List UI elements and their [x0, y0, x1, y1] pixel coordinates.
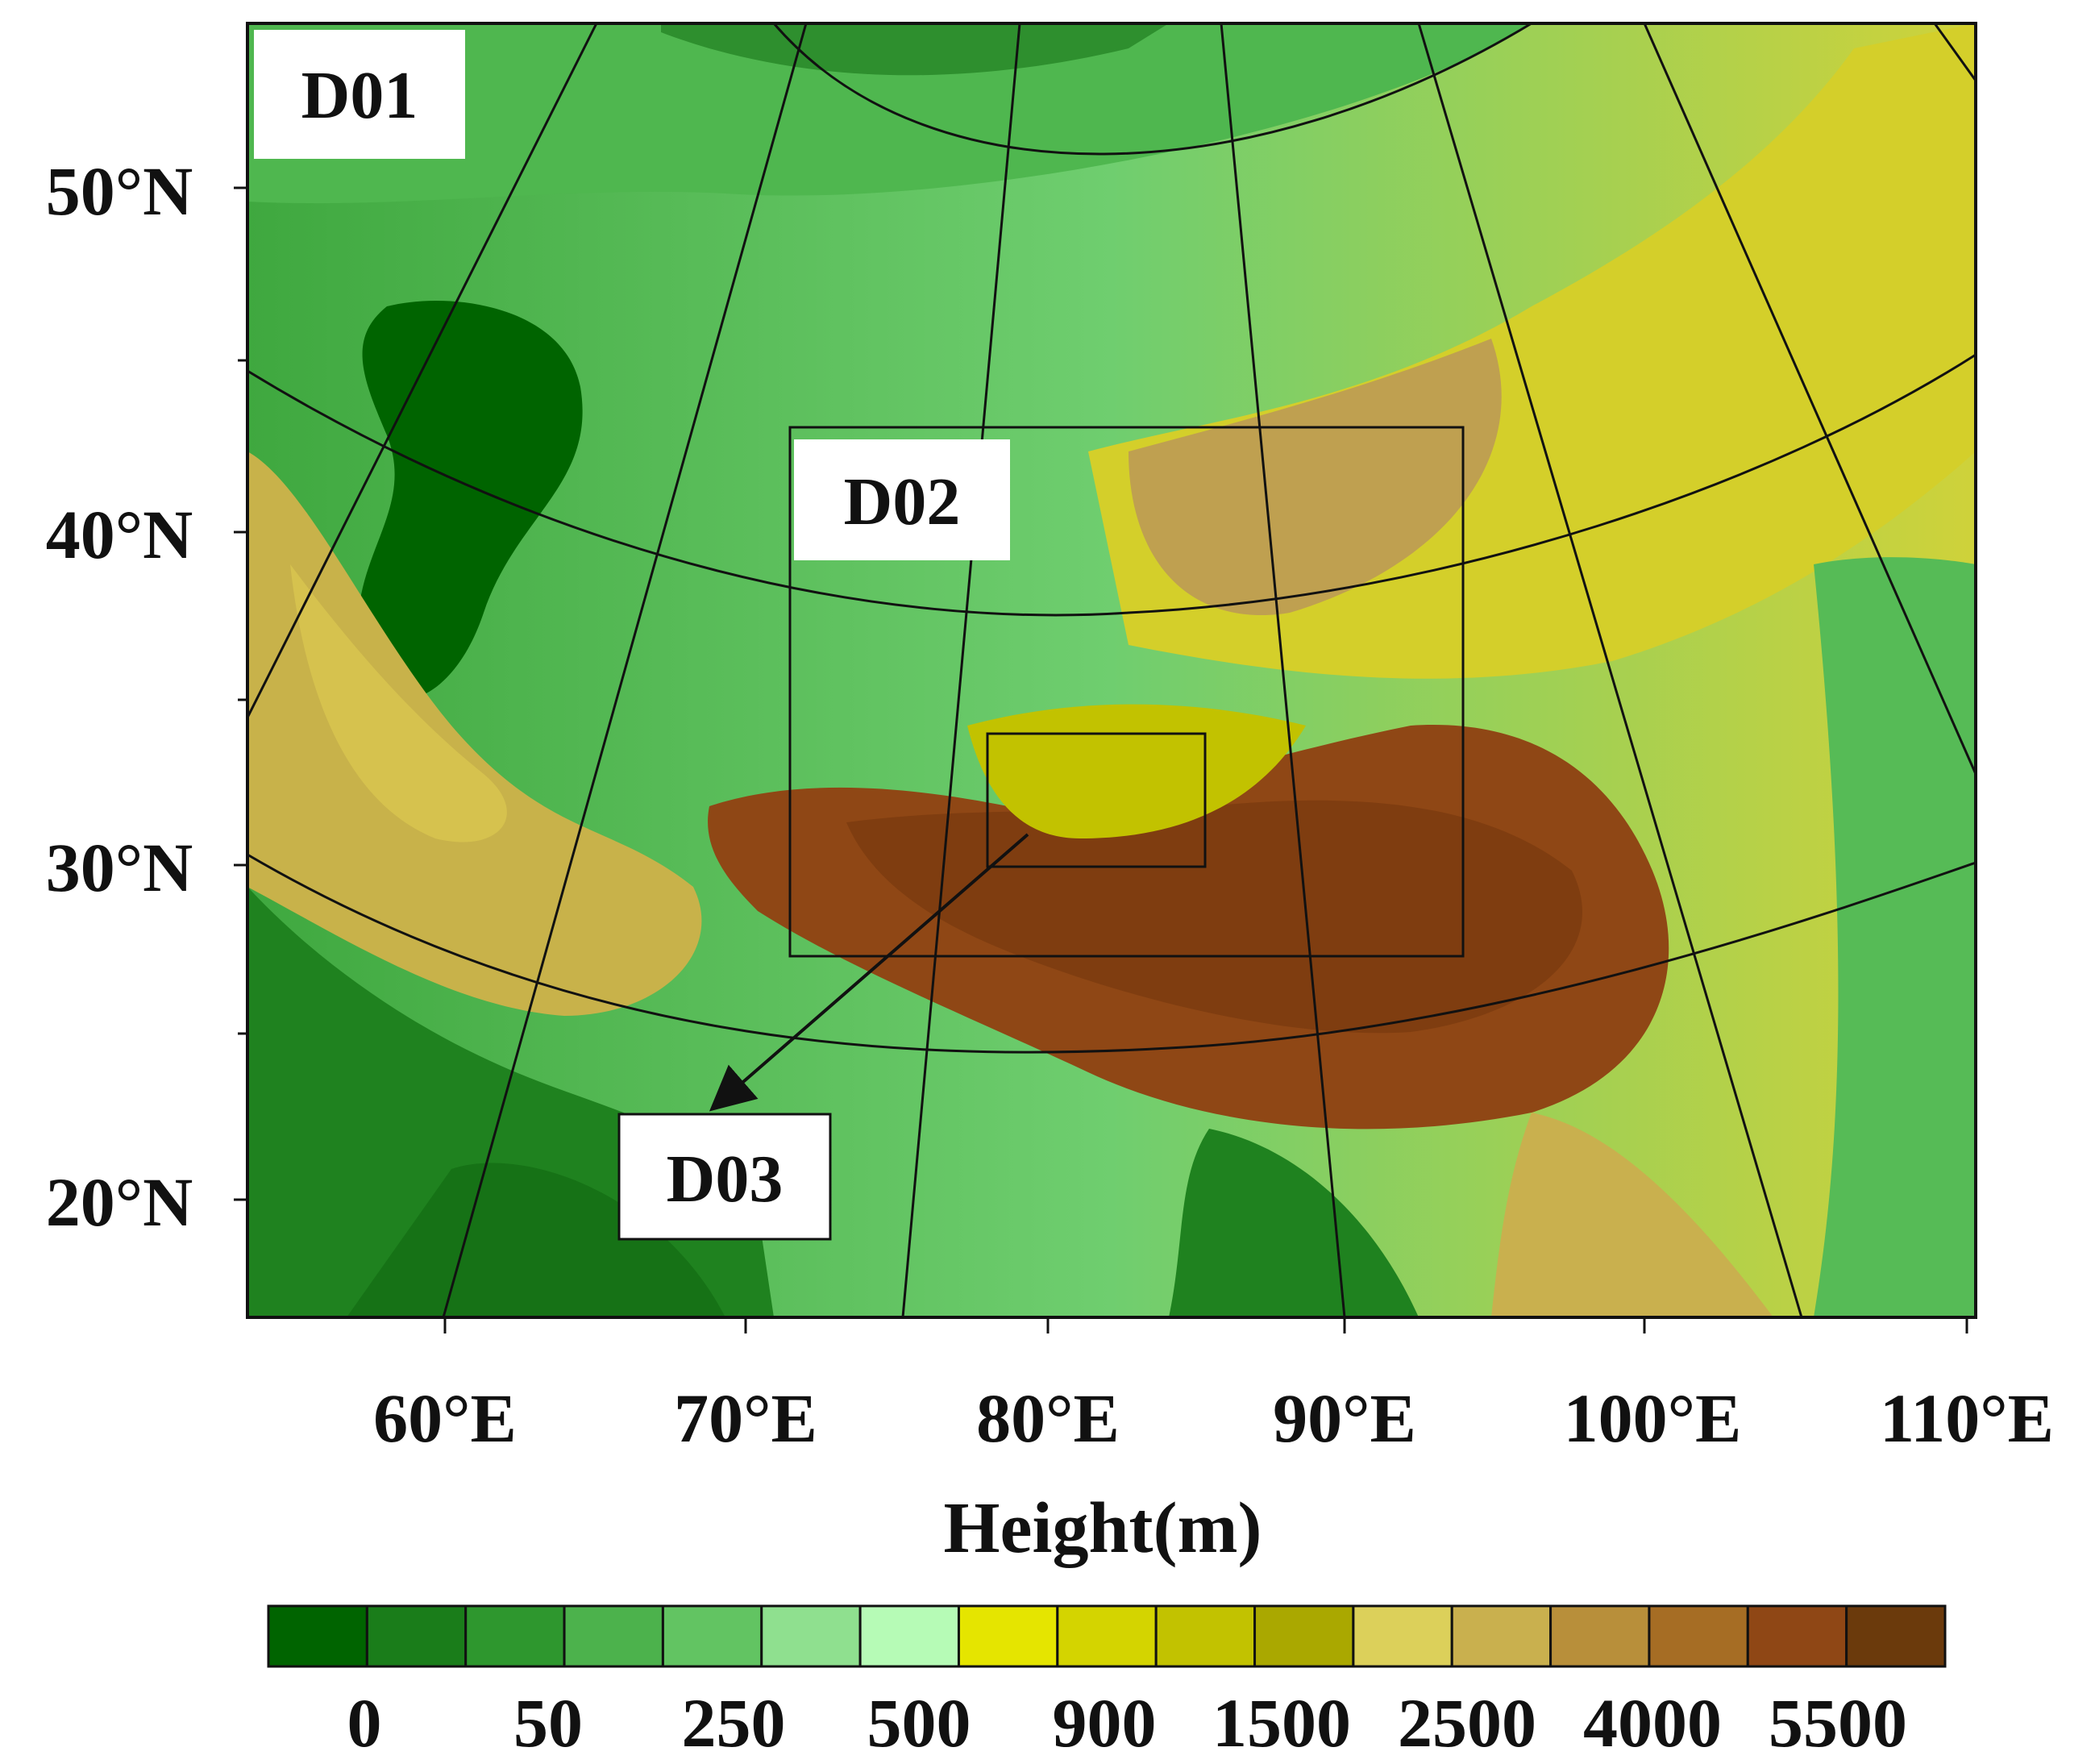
- lon-label-60e: 60°E: [373, 1379, 517, 1457]
- lon-label-100e: 100°E: [1564, 1379, 1742, 1457]
- colorbar-cell: [1746, 1604, 1848, 1668]
- colorbar-tick-label: 50: [513, 1684, 583, 1762]
- colorbar: [267, 1604, 1947, 1668]
- d02-domain-box: [788, 426, 1465, 958]
- d03-arrow: [709, 833, 1029, 1112]
- colorbar-tick-label: 4000: [1583, 1684, 1722, 1762]
- lat-label-50n: 50°N: [46, 152, 193, 230]
- colorbar-cell: [760, 1604, 862, 1668]
- lat-label-40n: 40°N: [46, 496, 193, 573]
- colorbar-cell: [661, 1604, 763, 1668]
- colorbar-tick-label: 900: [1053, 1684, 1157, 1762]
- lon-label-90e: 90°E: [1273, 1379, 1416, 1457]
- d02-label: D02: [844, 464, 961, 539]
- colorbar-tick-label: 5500: [1769, 1684, 1907, 1762]
- lon-axis: [443, 1317, 1968, 1333]
- map-frame: [246, 22, 1977, 1319]
- d01-label-box: D01: [254, 30, 465, 159]
- colorbar-cell: [1253, 1604, 1355, 1668]
- colorbar-cell: [563, 1604, 664, 1668]
- lon-label-80e: 80°E: [976, 1379, 1120, 1457]
- lat-label-30n: 30°N: [46, 829, 193, 906]
- colorbar-cell: [858, 1604, 960, 1668]
- colorbar-cell: [267, 1604, 368, 1668]
- lat-axis: [234, 186, 247, 1201]
- colorbar-tick-label: 500: [867, 1684, 971, 1762]
- d03-domain-box: [986, 732, 1207, 868]
- colorbar-cell: [464, 1604, 566, 1668]
- colorbar-cell: [1549, 1604, 1651, 1668]
- colorbar-cell: [1154, 1604, 1257, 1668]
- colorbar-tick-labels: 0 50 250 500 900 1500 2500 4000 5500: [347, 1684, 1908, 1762]
- d03-label-box: D03: [617, 1113, 832, 1241]
- d02-label-box: D02: [794, 439, 1010, 560]
- colorbar-cell: [1450, 1604, 1553, 1668]
- lon-label-70e: 70°E: [674, 1379, 817, 1457]
- colorbar-tick-label: 0: [347, 1684, 382, 1762]
- colorbar-tick-label: 1500: [1212, 1684, 1351, 1762]
- colorbar-cell: [957, 1604, 1059, 1668]
- colorbar-tick-label: 2500: [1398, 1684, 1536, 1762]
- colorbar-cell: [1648, 1604, 1749, 1668]
- lat-label-20n: 20°N: [46, 1163, 193, 1241]
- colorbar-cell: [1845, 1604, 1947, 1668]
- d03-label: D03: [667, 1142, 784, 1217]
- colorbar-tick-label: 250: [682, 1684, 786, 1762]
- colorbar-cell: [365, 1604, 468, 1668]
- lon-label-110e: 110°E: [1880, 1379, 2054, 1457]
- colorbar-cell: [1352, 1604, 1453, 1668]
- graticule: [247, 23, 1976, 1317]
- colorbar-cell: [1056, 1604, 1158, 1668]
- terrain-map: [247, 23, 1976, 1317]
- colorbar-title: Height(m): [944, 1488, 1262, 1568]
- d01-label: D01: [301, 58, 418, 133]
